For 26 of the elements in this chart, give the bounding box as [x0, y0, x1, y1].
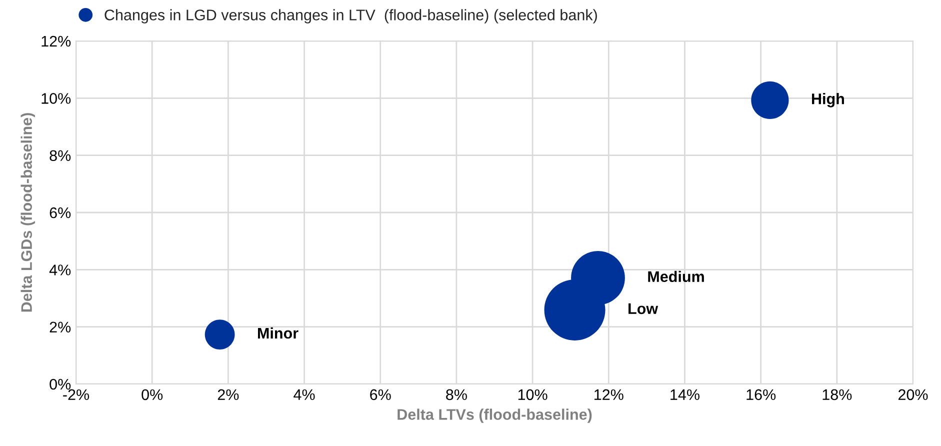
annotation: High: [812, 93, 844, 108]
x-tick-label: 8%: [446, 389, 467, 400]
x-tick-label: 6%: [370, 389, 391, 400]
x-tick-label: 18%: [822, 389, 852, 400]
y-tick-label: 0%: [50, 378, 71, 390]
annotation: Medium: [648, 270, 704, 282]
annotation: Low: [628, 303, 658, 314]
x-tick-label: 14%: [670, 389, 700, 400]
y-tick-label: 12%: [42, 36, 71, 47]
y-tick-label: 6%: [50, 207, 71, 218]
y-axis-title: Delta LGDs (flood-baseline): [20, 113, 36, 312]
x-tick-label: 2%: [218, 389, 239, 400]
x-axis-title: Delta LTVs (flood-baseline): [398, 408, 592, 423]
x-tick-label: -2%: [63, 389, 90, 400]
x-tick-label: 10%: [518, 389, 548, 400]
y-tick-label: 2%: [50, 322, 71, 332]
x-tick-label: 12%: [594, 389, 624, 400]
legend-label: Changes in LGD versus changes in LTV (flood-baseline) (selected bank): [104, 9, 597, 24]
annotation: Minor: [258, 327, 298, 339]
x-tick-label: 20%: [898, 389, 928, 400]
x-tick-label: 4%: [294, 389, 315, 400]
y-tick-label: 10%: [42, 93, 71, 104]
x-tick-label: 0%: [142, 389, 163, 400]
y-tick-label: 4%: [49, 264, 71, 276]
x-tick-label: 16%: [746, 389, 776, 400]
y-tick-label: 8%: [50, 150, 71, 162]
